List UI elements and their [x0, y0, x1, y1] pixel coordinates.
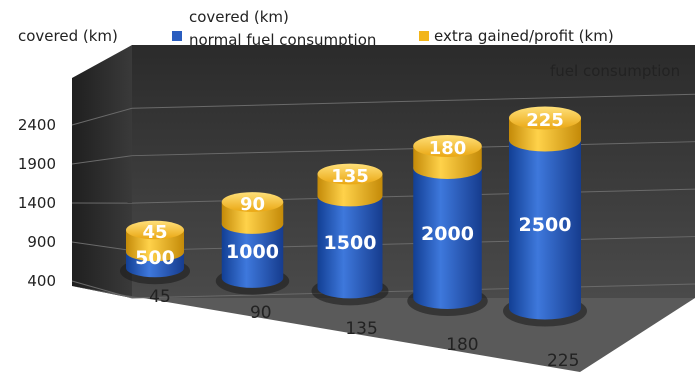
data-label-normal: 1500 — [324, 232, 377, 254]
x-tick-label: 45 — [149, 287, 171, 307]
bar-extra-180-top — [413, 135, 482, 157]
y-tick-label: 1900 — [18, 155, 56, 173]
bars: 500 45 1000 90 1500 135 2000 180 2500 225 — [120, 106, 587, 327]
x-tick-label: 180 — [446, 335, 478, 355]
bar-normal-135-body — [317, 196, 383, 299]
bar-normal-225-body — [509, 140, 581, 320]
data-label-normal: 1000 — [226, 241, 279, 263]
data-label-extra: 225 — [526, 110, 564, 131]
x-tick-label: 225 — [547, 351, 579, 371]
y-tick-label: 900 — [27, 233, 56, 251]
bar-extra-45 — [126, 220, 184, 262]
y-tick-label: 1400 — [18, 194, 56, 212]
legend-swatch-normal — [172, 31, 182, 41]
gridline — [71, 280, 133, 299]
data-label-extra: 90 — [240, 194, 265, 215]
bar-extra-45-top — [126, 220, 184, 240]
x-tick-label: 90 — [250, 303, 272, 323]
data-label-extra: 45 — [142, 222, 167, 243]
gridline — [71, 107, 133, 126]
y-tick-label: 400 — [27, 272, 56, 290]
bar-normal-90-body — [221, 224, 284, 288]
data-label-normal: 2500 — [519, 214, 572, 236]
x-tick-label: 135 — [345, 319, 377, 339]
bar-extra-90-top — [221, 192, 284, 212]
legend-label-extra: extra gained/profit (km) — [434, 27, 614, 45]
gridline — [131, 93, 696, 109]
x-axis-ticks: 45 90 135 180 225 — [149, 287, 579, 371]
bar-normal-180-body — [413, 168, 482, 309]
legend-swatch-extra — [419, 31, 429, 41]
legend-label-normal-line1: covered (km) — [189, 8, 289, 26]
gridline — [71, 155, 133, 165]
bar-extra-90 — [221, 192, 284, 234]
y-axis-ticks: 400 900 1400 1900 2400 — [18, 116, 56, 290]
x-axis-label: fuel consumption — [550, 62, 680, 80]
data-label-extra: 180 — [429, 138, 467, 159]
plot-side-wall — [72, 45, 132, 298]
data-label-normal: 500 — [135, 247, 175, 269]
data-label-extra: 135 — [331, 166, 369, 187]
bar-extra-225-top — [509, 106, 581, 130]
y-tick-label: 2400 — [18, 116, 56, 134]
bar-extra-135-top — [317, 163, 383, 185]
gridline — [71, 241, 133, 252]
legend: covered (km) normal fuel consumption ext… — [172, 8, 614, 49]
bar-extra-225 — [509, 106, 581, 152]
bar-extra-135 — [317, 163, 383, 207]
bar-extra-180 — [413, 135, 482, 179]
y-axis-label: covered (km) — [18, 27, 118, 45]
legend-label-normal-line2: normal fuel consumption — [189, 31, 376, 49]
data-label-normal: 2000 — [421, 223, 474, 245]
